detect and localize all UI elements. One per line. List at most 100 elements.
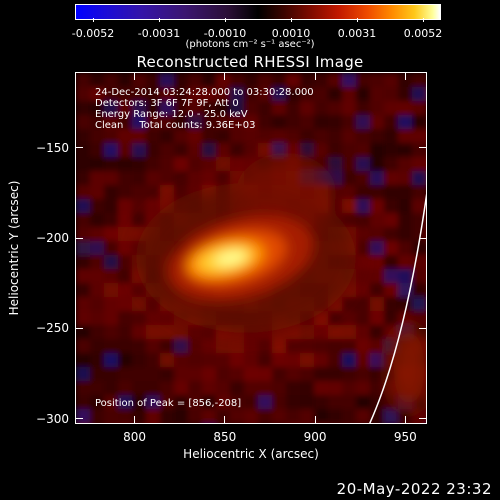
heatmap-cell xyxy=(104,199,118,213)
heatmap-cell xyxy=(90,255,104,269)
heatmap-cell xyxy=(370,325,384,339)
heatmap-cell xyxy=(286,87,300,101)
heatmap-cell xyxy=(356,269,370,283)
heatmap-cell xyxy=(384,283,398,297)
heatmap-cell xyxy=(370,269,384,283)
heatmap-cell xyxy=(426,353,427,367)
heatmap-cell xyxy=(216,367,230,381)
heatmap-cell xyxy=(132,87,146,101)
heatmap-cell xyxy=(118,255,132,269)
heatmap-cell xyxy=(370,353,384,367)
heatmap-cell xyxy=(328,409,342,423)
heatmap-cell xyxy=(76,409,90,423)
heatmap-cell xyxy=(90,73,104,87)
heatmap-cell xyxy=(90,381,104,395)
x-axis-tick xyxy=(224,416,226,424)
heatmap-cell xyxy=(356,185,370,199)
heatmap-cell xyxy=(202,423,216,424)
heatmap-cell xyxy=(90,297,104,311)
heatmap-cell xyxy=(300,339,314,353)
heatmap-cell xyxy=(370,129,384,143)
heatmap-cell xyxy=(174,367,188,381)
heatmap-cell xyxy=(356,325,370,339)
x-axis-tick xyxy=(134,72,136,80)
heatmap-cell xyxy=(188,129,202,143)
heatmap-cell xyxy=(342,213,356,227)
heatmap-cell xyxy=(174,423,188,424)
heatmap-cell xyxy=(370,311,384,325)
heatmap-cell xyxy=(342,297,356,311)
heatmap-cell xyxy=(230,353,244,367)
heatmap-cell xyxy=(160,409,174,423)
heatmap-cell xyxy=(202,367,216,381)
heatmap-cell xyxy=(188,367,202,381)
heatmap-cell xyxy=(356,213,370,227)
heatmap-cell xyxy=(90,115,104,129)
heatmap-cell xyxy=(384,157,398,171)
heatmap-cell xyxy=(426,269,427,283)
heatmap-cell xyxy=(426,409,427,423)
heatmap-cell xyxy=(342,171,356,185)
heatmap-cell xyxy=(90,353,104,367)
heatmap-cell xyxy=(188,115,202,129)
heatmap-cell xyxy=(356,339,370,353)
heatmap-cell xyxy=(174,409,188,423)
heatmap-cell xyxy=(104,395,118,409)
heatmap-cell xyxy=(384,409,398,423)
heatmap-cell xyxy=(230,423,244,424)
heatmap-cell xyxy=(104,409,118,423)
heatmap-cell xyxy=(286,115,300,129)
heatmap-cell xyxy=(146,129,160,143)
heatmap-cell xyxy=(216,101,230,115)
heatmap-cell xyxy=(202,101,216,115)
heatmap-cell xyxy=(328,157,342,171)
info-clean-counts: Clean Total counts: 9.36E+03 xyxy=(95,120,256,131)
heatmap-cell xyxy=(104,143,118,157)
heatmap-cell xyxy=(412,143,426,157)
y-axis-tick xyxy=(75,147,83,149)
heatmap-cell xyxy=(188,381,202,395)
heatmap-cell xyxy=(230,129,244,143)
x-axis-tick xyxy=(224,72,226,80)
heatmap-cell xyxy=(90,423,104,424)
heatmap-cell xyxy=(384,255,398,269)
heatmap-cell xyxy=(174,143,188,157)
heatmap-cell xyxy=(370,423,384,424)
heatmap-cell xyxy=(412,269,426,283)
colorbar-tick-label: -0.0031 xyxy=(137,27,181,40)
heatmap-cell xyxy=(426,129,427,143)
heatmap-cell xyxy=(118,423,132,424)
heatmap-cell xyxy=(202,395,216,409)
heatmap-cell xyxy=(412,129,426,143)
heatmap-cell xyxy=(132,213,146,227)
y-axis-tick xyxy=(75,237,83,239)
heatmap-cell xyxy=(118,311,132,325)
heatmap-cell xyxy=(146,423,160,424)
heatmap-cell xyxy=(342,199,356,213)
heatmap-cell xyxy=(244,367,258,381)
heatmap-cell xyxy=(118,227,132,241)
heatmap-cell xyxy=(384,143,398,157)
heatmap-cell xyxy=(370,255,384,269)
heatmap-cell xyxy=(426,339,427,353)
heatmap-cell xyxy=(118,129,132,143)
heatmap-cell xyxy=(76,199,90,213)
heatmap-cell xyxy=(76,353,90,367)
heatmap-cell xyxy=(118,381,132,395)
heatmap-cell xyxy=(202,339,216,353)
heatmap-cell xyxy=(342,395,356,409)
heatmap-cell xyxy=(300,423,314,424)
heatmap-cell xyxy=(398,199,412,213)
heatmap-cell xyxy=(314,115,328,129)
heatmap-cell xyxy=(104,255,118,269)
heatmap-cell xyxy=(300,73,314,87)
heatmap-cell xyxy=(104,367,118,381)
y-axis-tick xyxy=(419,327,427,329)
colorbar-tick xyxy=(423,18,424,22)
heatmap-cell xyxy=(174,101,188,115)
heatmap-cell xyxy=(328,87,342,101)
heatmap-cell xyxy=(300,395,314,409)
heatmap-cell xyxy=(76,115,90,129)
heatmap-cell xyxy=(76,367,90,381)
heatmap-cell xyxy=(258,101,272,115)
